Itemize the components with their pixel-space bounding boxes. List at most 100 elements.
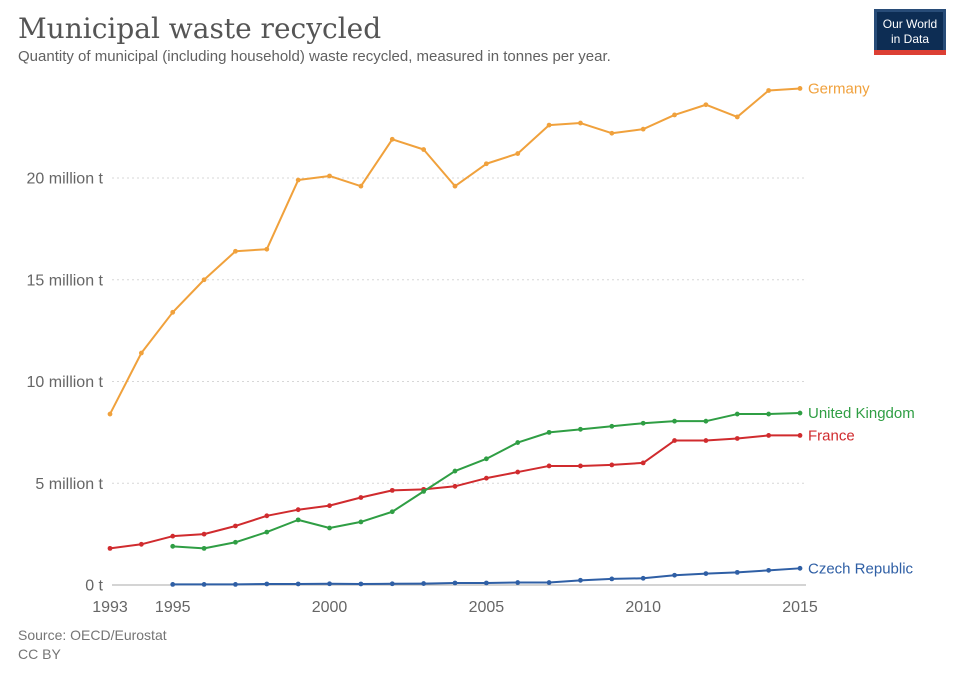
series-line-united-kingdom: [172, 412, 801, 550]
data-point: [797, 410, 803, 416]
data-point: [672, 438, 677, 443]
x-tick-label: 2005: [469, 599, 505, 616]
data-point: [703, 102, 709, 108]
data-point: [421, 488, 427, 494]
data-point: [295, 581, 301, 587]
data-point: [201, 581, 207, 587]
data-point: [107, 545, 113, 551]
data-point: [515, 440, 521, 445]
owid-logo-line1: Our World: [882, 17, 938, 31]
data-point: [452, 580, 458, 586]
data-point: [452, 468, 458, 474]
x-tick-label: 2015: [782, 599, 818, 616]
data-point: [295, 517, 301, 523]
y-tick-label: 15 million t: [27, 272, 104, 289]
series-united-kingdom: United Kingdom: [170, 405, 915, 551]
data-point: [170, 309, 176, 315]
data-point: [201, 277, 207, 283]
data-point: [515, 151, 521, 156]
data-point: [452, 483, 458, 489]
owid-logo-red-bar: [874, 50, 946, 55]
data-point: [107, 411, 113, 417]
series-germany: Germany: [107, 80, 870, 417]
data-point: [546, 463, 552, 469]
data-point: [766, 411, 772, 417]
data-point: [264, 529, 270, 535]
data-point: [233, 248, 238, 254]
data-point: [358, 495, 364, 500]
data-point: [483, 161, 489, 167]
data-point: [609, 130, 615, 136]
data-point: [483, 456, 489, 462]
data-point: [483, 580, 489, 586]
y-tick-label: 20 million t: [27, 171, 104, 188]
series-label-france: France: [808, 427, 855, 444]
data-point: [672, 572, 677, 578]
data-point: [421, 581, 427, 586]
data-point: [421, 147, 427, 152]
series-line-germany: [109, 87, 801, 415]
data-point: [138, 350, 144, 356]
owid-logo[interactable]: Our World in Data: [874, 9, 946, 55]
x-tick-label: 1993: [92, 599, 128, 616]
data-point: [515, 469, 521, 475]
data-point: [327, 581, 332, 587]
data-point: [233, 539, 238, 545]
data-point: [327, 525, 332, 531]
data-point: [734, 114, 740, 120]
data-point: [640, 126, 646, 132]
data-point: [264, 246, 270, 252]
data-point: [515, 580, 521, 585]
data-point: [734, 569, 740, 575]
data-point: [703, 438, 709, 443]
data-point: [389, 487, 395, 493]
data-point: [578, 577, 583, 583]
y-tick-label: 10 million t: [27, 374, 104, 391]
data-point: [389, 509, 395, 515]
series-label-czech-republic: Czech Republic: [808, 560, 914, 577]
data-point: [546, 580, 552, 585]
data-point: [766, 433, 772, 438]
data-point: [358, 581, 364, 587]
data-point: [138, 541, 144, 547]
data-point: [609, 423, 615, 429]
data-point: [640, 420, 646, 426]
y-tick-label: 5 million t: [35, 476, 103, 493]
data-point: [578, 426, 583, 432]
series-line-france: [109, 434, 800, 550]
data-point: [170, 543, 176, 549]
data-point: [264, 513, 270, 519]
data-point: [672, 112, 677, 118]
series-label-germany: Germany: [808, 80, 870, 97]
data-point: [797, 565, 803, 571]
series-france: France: [107, 427, 855, 551]
data-point: [264, 581, 270, 587]
x-tick-label: 2000: [312, 599, 348, 616]
chart-subtitle: Quantity of municipal (including househo…: [18, 48, 611, 65]
data-point: [295, 507, 301, 513]
data-point: [734, 411, 740, 417]
data-point: [672, 418, 677, 424]
data-point: [703, 571, 709, 577]
data-point: [734, 436, 740, 441]
data-point: [546, 122, 552, 128]
data-point: [389, 136, 395, 142]
data-point: [797, 433, 803, 438]
data-point: [170, 581, 176, 587]
data-point: [703, 418, 709, 424]
data-point: [295, 177, 301, 183]
data-point: [640, 575, 646, 581]
data-point: [797, 86, 803, 91]
data-point: [546, 429, 552, 435]
data-point: [233, 581, 238, 587]
data-point: [327, 503, 332, 509]
data-point: [389, 581, 395, 587]
data-point: [452, 183, 458, 189]
data-point: [766, 88, 772, 93]
y-tick-label: 0 t: [85, 578, 103, 595]
data-point: [358, 183, 364, 189]
data-point: [170, 533, 176, 539]
data-point: [578, 120, 583, 126]
